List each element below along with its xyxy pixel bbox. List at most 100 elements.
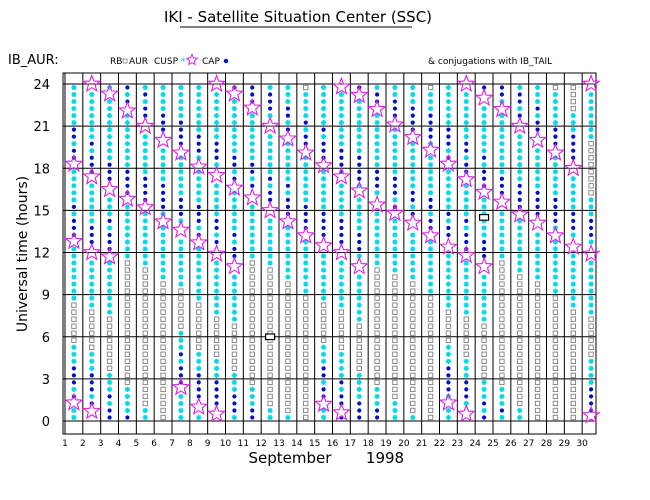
x-tick-label: 2 [80, 439, 86, 449]
cusp-point [445, 190, 452, 196]
x-tick-label: 26 [505, 439, 517, 449]
cusp-point [338, 91, 345, 98]
aur-point [588, 344, 594, 350]
cusp-point [160, 260, 166, 266]
cusp-point [463, 91, 469, 98]
cusp-point [517, 414, 523, 421]
cusp-point [338, 358, 345, 364]
cusp-point [445, 84, 452, 91]
cusp-point [231, 414, 238, 421]
legend-label: AUR [129, 57, 148, 67]
aur-point [124, 281, 131, 287]
cap-star [438, 392, 458, 411]
cusp-point [231, 211, 238, 217]
cusp-point [552, 120, 559, 126]
x-tick-label: 4 [116, 439, 122, 449]
cap-point [89, 239, 94, 245]
cusp-point [71, 344, 77, 350]
cap-star [278, 211, 298, 230]
cusp-point [196, 84, 202, 91]
cap-star [171, 142, 191, 161]
cusp-point [374, 393, 380, 400]
cap-point [71, 218, 77, 224]
cusp-point [445, 288, 452, 294]
aur-point [106, 316, 113, 322]
aur-point [124, 372, 131, 379]
aur-point [142, 267, 148, 273]
cusp-point [534, 162, 541, 168]
cusp-point [374, 127, 380, 133]
cusp-point [142, 148, 148, 154]
cusp-point [178, 414, 184, 421]
aur-point [249, 267, 255, 273]
aur-point [392, 288, 398, 294]
cusp-point [499, 253, 505, 259]
cusp-point [445, 260, 452, 266]
aur-point [196, 337, 202, 343]
cusp-point [285, 232, 291, 238]
aur-point [285, 330, 291, 336]
aur-point [124, 309, 131, 315]
cap-star [528, 130, 548, 149]
aur-point [481, 330, 487, 336]
cusp-point [106, 120, 113, 126]
cusp-point [534, 91, 541, 98]
cusp-point [178, 267, 184, 273]
aur-point [392, 330, 398, 336]
aur-point [481, 351, 487, 357]
cusp-point [570, 295, 576, 301]
cap-point [357, 401, 362, 406]
cusp-point [463, 400, 469, 407]
cusp-point [463, 365, 469, 371]
cusp-point [588, 372, 594, 378]
cusp-point [106, 309, 113, 315]
aur-point [320, 337, 327, 343]
cusp-point [231, 197, 238, 203]
cusp-point [106, 225, 113, 231]
aur-point [231, 337, 238, 343]
cusp-point [320, 134, 327, 140]
cusp-point [481, 316, 487, 322]
cusp-point [267, 253, 273, 259]
cusp-point [534, 84, 541, 91]
cusp-point [410, 98, 416, 105]
cusp-point [303, 288, 309, 294]
cusp-point [213, 127, 220, 133]
aur-point [303, 386, 309, 393]
cusp-point [89, 120, 95, 126]
cusp-point [106, 211, 113, 217]
cap-point [232, 162, 237, 167]
cusp-point [392, 162, 398, 168]
cusp-point [320, 288, 327, 294]
cap-point [125, 176, 130, 181]
cusp-point [499, 112, 505, 119]
cap-point [571, 218, 576, 224]
cusp-point [392, 225, 398, 231]
aur-point [303, 316, 309, 322]
cusp-point [427, 239, 434, 245]
cusp-point [392, 400, 398, 407]
aur-point [124, 323, 131, 329]
aur-point [142, 316, 148, 322]
cap-point [143, 183, 148, 188]
cusp-point [249, 155, 255, 161]
cap-point [232, 232, 237, 238]
aur-point [303, 330, 309, 336]
cap-star [403, 212, 423, 232]
cusp-point [552, 274, 559, 280]
cusp-point [463, 120, 469, 126]
cap-point [267, 197, 273, 202]
cusp-point [267, 239, 273, 245]
cusp-point [552, 169, 559, 175]
cusp-point [463, 98, 469, 105]
cap-point [571, 141, 576, 146]
day-column [242, 85, 262, 420]
aur-point [481, 372, 487, 379]
cusp-point [303, 274, 309, 280]
cusp-point [463, 288, 469, 294]
cusp-point [320, 190, 327, 196]
aur-point [285, 316, 291, 322]
cap-point [178, 197, 184, 202]
cap-point [339, 148, 344, 153]
cusp-point [71, 120, 77, 126]
